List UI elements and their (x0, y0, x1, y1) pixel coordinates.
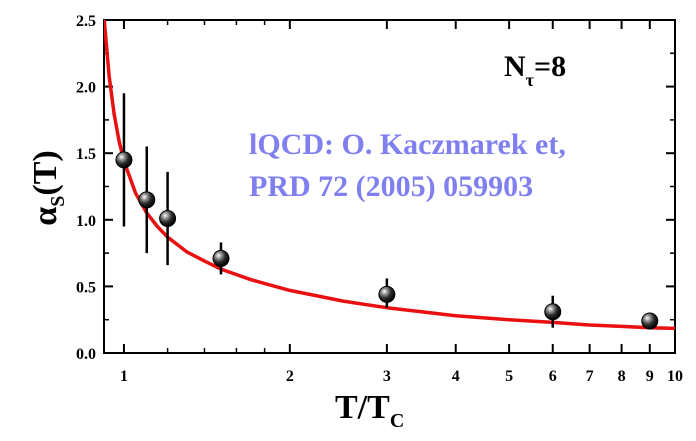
x-tick-label: 5 (505, 368, 513, 385)
data-point (115, 151, 133, 169)
y-tick-label: 2.5 (76, 13, 96, 30)
y-tick-label: 0.0 (76, 346, 96, 363)
ntau-annotation: Nτ=8 (504, 50, 566, 90)
x-tick-label: 1 (120, 368, 128, 385)
y-tick-label: 0.5 (76, 279, 96, 296)
ntau-main: N (504, 50, 526, 83)
x-axis-title-main: T/T (335, 389, 390, 426)
y-axis-title-main: α (27, 207, 64, 226)
data-points-layer (115, 93, 659, 330)
ntau-sub: τ (526, 70, 535, 90)
data-point (544, 303, 562, 321)
ntau-tail: =8 (534, 50, 566, 83)
x-tick-label: 4 (452, 368, 460, 385)
y-axis-title: αS(T) (27, 150, 69, 225)
reference-line-2: PRD 72 (2005) 059903 (249, 170, 533, 203)
y-tick-label: 2.0 (76, 80, 96, 97)
x-tick-labels: 1 2 3 4 5 6 7 8 9 10 (120, 368, 683, 385)
x-tick-label: 9 (646, 368, 654, 385)
data-point (138, 191, 156, 209)
data-point (212, 249, 230, 267)
x-axis-title: T/TC (335, 389, 404, 432)
x-tick-label: 2 (286, 368, 294, 385)
y-axis-title-sub: S (47, 196, 69, 207)
y-tick-label: 1.0 (76, 213, 96, 230)
x-tick-label: 3 (383, 368, 391, 385)
x-tick-label: 8 (618, 368, 626, 385)
x-tick-label: 6 (549, 368, 557, 385)
axis-ticks (104, 19, 676, 354)
x-axis-title-sub: C (390, 410, 404, 432)
data-point (641, 312, 659, 330)
y-axis-title-tail: (T) (27, 150, 64, 195)
y-tick-labels: 0.0 0.5 1.0 1.5 2.0 2.5 (76, 13, 96, 363)
y-tick-label: 1.5 (76, 146, 96, 163)
x-tick-label: 10 (667, 368, 683, 385)
data-point (159, 209, 177, 227)
reference-line-1: lQCD: O. Kaczmarek et, (249, 128, 566, 161)
data-point (378, 285, 396, 303)
x-tick-label: 7 (586, 368, 594, 385)
